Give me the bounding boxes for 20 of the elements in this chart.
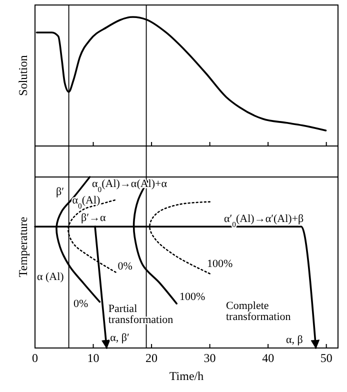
annotation: 100% <box>180 291 206 304</box>
x-tick-label: 10 <box>87 351 100 365</box>
x-tick-label: 40 <box>262 351 274 365</box>
annotation: α$_{0}$(Al) <box>72 194 101 210</box>
y-axis-title: Solution <box>16 55 30 96</box>
x-tick-label: 50 <box>320 351 332 365</box>
x-tick-label: 0 <box>32 351 38 365</box>
x-tick-label: 30 <box>204 351 216 365</box>
annotation: Complete transformation <box>226 300 292 323</box>
annotation: 0% <box>73 298 88 310</box>
annotation: 0% <box>118 260 132 272</box>
annotation: α (Al) <box>37 271 64 283</box>
annotation: α, β′ <box>110 332 130 344</box>
x-tick-label: 20 <box>146 351 158 365</box>
y-axis-title: Temperature <box>16 216 30 278</box>
x-axis-title: Time/h <box>169 369 204 383</box>
annotation: α, β <box>286 334 304 346</box>
annotation: 100% <box>207 258 233 270</box>
annotation: β′ <box>56 186 64 198</box>
annotation: β′→α <box>81 212 106 224</box>
